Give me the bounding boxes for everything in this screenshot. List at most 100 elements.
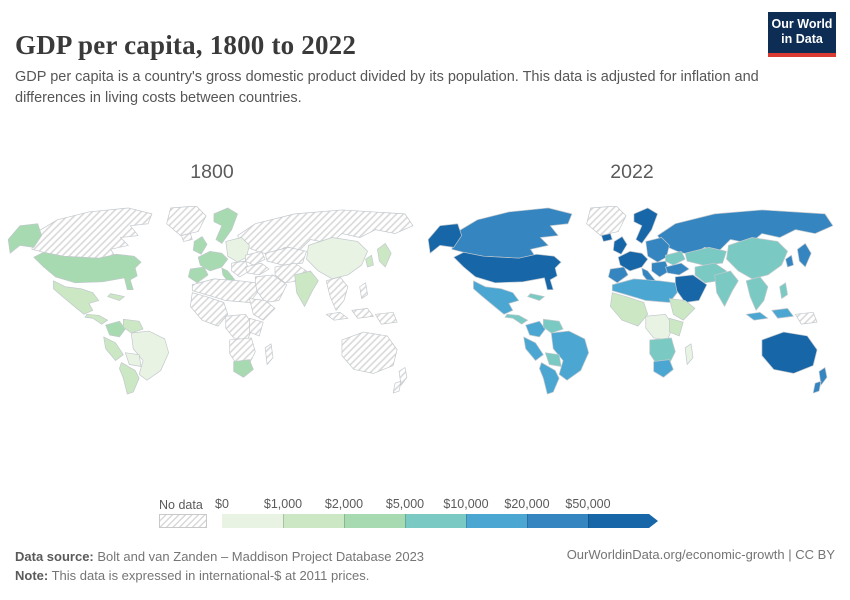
- legend-colorbar[interactable]: $0 $1,000 $2,000 $5,000 $10,000 $20,000 $50,00…: [214, 497, 664, 533]
- legend-no-data-swatch[interactable]: [159, 514, 207, 528]
- owid-logo[interactable]: Our World in Data: [768, 12, 836, 57]
- region-central-america-2022[interactable]: [504, 313, 528, 325]
- world-map-2022[interactable]: [424, 206, 838, 398]
- legend-bin-separator: [466, 514, 467, 528]
- legend-tick-1: $1,000: [264, 497, 302, 511]
- region-papua-1800[interactable]: [375, 311, 398, 325]
- region-canada-2022[interactable]: [451, 207, 573, 259]
- legend-bin-2[interactable]: [344, 514, 405, 528]
- legend-bin-5[interactable]: [527, 514, 588, 528]
- region-east-africa-2022[interactable]: [669, 298, 696, 337]
- data-source-text: Bolt and van Zanden – Maddison Project D…: [93, 549, 425, 564]
- region-se-asia-2022[interactable]: [745, 276, 769, 311]
- region-iceland-2022[interactable]: [601, 233, 613, 242]
- region-canada-1800[interactable]: [31, 207, 153, 259]
- region-ukraine-1800[interactable]: [245, 250, 266, 266]
- legend-no-data-label: No data: [159, 498, 203, 512]
- region-colombia-2022[interactable]: [525, 320, 546, 338]
- note-line: Note: This data is expressed in internat…: [15, 566, 424, 585]
- legend-bin-separator: [283, 514, 284, 528]
- region-east-africa-1800[interactable]: [249, 298, 276, 337]
- region-west-europe-1800[interactable]: [197, 250, 229, 272]
- region-central-america-1800[interactable]: [84, 313, 108, 325]
- region-bolivia-2022[interactable]: [544, 352, 562, 367]
- region-indonesia-2022[interactable]: [745, 308, 794, 321]
- legend-bin-4[interactable]: [466, 514, 527, 528]
- region-usa-2022[interactable]: [453, 251, 562, 291]
- region-argentina-2022[interactable]: [539, 362, 560, 395]
- region-west-europe-2022[interactable]: [617, 250, 649, 272]
- region-west-africa-1800[interactable]: [189, 292, 229, 327]
- region-greenland-2022[interactable]: [586, 206, 627, 236]
- region-central-asia-2022[interactable]: [684, 247, 727, 266]
- region-india-2022[interactable]: [714, 270, 739, 307]
- region-madagascar-1800[interactable]: [264, 343, 274, 365]
- region-north-africa-1800[interactable]: [191, 278, 258, 303]
- region-scandinavia-1800[interactable]: [213, 207, 238, 244]
- legend-bin-6[interactable]: [588, 514, 649, 528]
- region-uk-2022[interactable]: [612, 236, 628, 255]
- region-japan-1800[interactable]: [377, 243, 392, 268]
- region-se-asia-1800[interactable]: [325, 276, 349, 311]
- region-mexico-1800[interactable]: [53, 280, 100, 315]
- note-text: This data is expressed in international-…: [48, 568, 370, 583]
- region-iceland-1800[interactable]: [181, 233, 193, 242]
- region-peru-1800[interactable]: [103, 336, 124, 361]
- region-papua-2022[interactable]: [795, 311, 818, 325]
- region-south-africa-2022[interactable]: [653, 359, 674, 378]
- region-indonesia-1800[interactable]: [325, 308, 374, 321]
- region-bolivia-1800[interactable]: [124, 352, 142, 367]
- region-central-asia-1800[interactable]: [264, 247, 307, 266]
- region-balkans-1800[interactable]: [231, 260, 250, 278]
- legend-bin-1[interactable]: [283, 514, 344, 528]
- legend-arrow-tip: [649, 514, 658, 528]
- region-alaska-2022[interactable]: [427, 223, 462, 254]
- page-title: GDP per capita, 1800 to 2022: [15, 30, 357, 61]
- region-iberia-2022[interactable]: [608, 266, 629, 284]
- legend-tick-6: $50,000: [565, 497, 610, 511]
- region-venezuela-1800[interactable]: [123, 318, 144, 334]
- region-turkey-1800[interactable]: [245, 262, 270, 276]
- region-alaska-1800[interactable]: [7, 223, 42, 254]
- region-west-africa-2022[interactable]: [609, 292, 649, 327]
- region-china-1800[interactable]: [306, 237, 368, 280]
- legend-bin-separator: [588, 514, 589, 528]
- region-north-africa-2022[interactable]: [611, 278, 678, 303]
- owid-url-link[interactable]: OurWorldinData.org/economic-growth: [566, 547, 785, 562]
- region-australia-2022[interactable]: [761, 331, 818, 374]
- region-argentina-1800[interactable]: [119, 362, 140, 395]
- region-philippines-2022[interactable]: [779, 282, 788, 299]
- region-venezuela-2022[interactable]: [543, 318, 564, 334]
- region-philippines-1800[interactable]: [359, 282, 368, 299]
- region-cuba-1800[interactable]: [107, 293, 125, 301]
- owid-logo-line1: Our World: [771, 17, 833, 31]
- region-china-2022[interactable]: [726, 237, 788, 280]
- region-mexico-2022[interactable]: [473, 280, 520, 315]
- region-india-1800[interactable]: [294, 270, 319, 307]
- region-australia-1800[interactable]: [341, 331, 398, 374]
- region-turkey-2022[interactable]: [665, 262, 690, 276]
- region-korea-1800[interactable]: [365, 254, 374, 268]
- region-south-africa-1800[interactable]: [233, 359, 254, 378]
- region-madagascar-2022[interactable]: [684, 343, 694, 365]
- legend-bin-3[interactable]: [405, 514, 466, 528]
- region-usa-1800[interactable]: [33, 251, 142, 291]
- region-new-zealand-1800[interactable]: [392, 367, 408, 394]
- region-balkans-2022[interactable]: [651, 260, 670, 278]
- region-uk-1800[interactable]: [192, 236, 208, 255]
- region-japan-2022[interactable]: [797, 243, 812, 268]
- region-new-zealand-2022[interactable]: [812, 367, 828, 394]
- world-map-1800[interactable]: [4, 206, 418, 398]
- region-korea-2022[interactable]: [785, 254, 794, 268]
- region-colombia-1800[interactable]: [105, 320, 126, 338]
- region-cuba-2022[interactable]: [527, 293, 545, 301]
- region-iberia-1800[interactable]: [188, 266, 209, 284]
- region-ukraine-2022[interactable]: [665, 250, 686, 266]
- region-peru-2022[interactable]: [523, 336, 544, 361]
- legend-bin-0[interactable]: [222, 514, 283, 528]
- region-greenland-1800[interactable]: [166, 206, 207, 236]
- legend-tick-0: $0: [215, 497, 229, 511]
- legend-bin-separator: [344, 514, 345, 528]
- region-scandinavia-2022[interactable]: [633, 207, 658, 244]
